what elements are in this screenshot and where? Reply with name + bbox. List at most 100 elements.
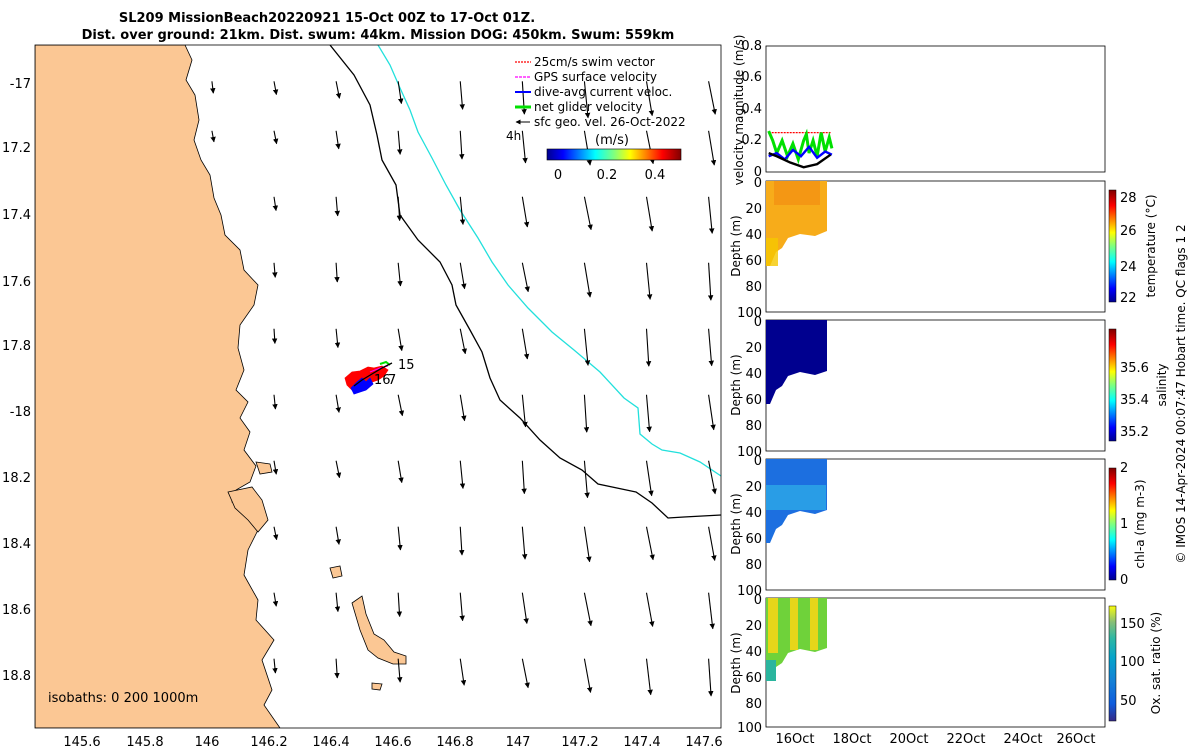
glider-label-15: 15 <box>398 358 415 373</box>
salinity-cbar-tick: 35.2 <box>1120 425 1149 440</box>
velocity-y-tick: 0.4 <box>741 102 762 117</box>
current-arrow <box>210 130 216 143</box>
time-tick: 18Oct <box>832 732 871 747</box>
isobath-caption: isobaths: 0 200 1000m <box>48 691 198 706</box>
current-arrow <box>521 460 527 495</box>
map-y-tick-label: 18.4 <box>2 537 31 552</box>
current-arrow <box>708 394 716 431</box>
temperature-cbar-tick: 24 <box>1120 260 1137 275</box>
current-arrow <box>335 526 341 545</box>
surface-current-arrows <box>210 81 717 697</box>
current-arrow <box>708 130 717 166</box>
current-arrow <box>583 394 590 433</box>
oxygen-low-deep <box>766 660 776 681</box>
depth-tick: 100 <box>737 306 762 321</box>
current-arrow <box>459 592 465 622</box>
chla-depth-label: Depth (m) <box>729 493 743 554</box>
oxygen-cbar-tick: 100 <box>1120 655 1145 670</box>
time-axis: 16Oct 18Oct 20Oct 22Oct 24Oct 26Oct <box>775 732 1095 747</box>
depth-tick: 60 <box>745 254 762 269</box>
current-arrow <box>334 262 340 283</box>
velocity-series-line <box>767 128 834 165</box>
current-arrow <box>645 262 653 300</box>
current-arrow <box>708 526 717 561</box>
depth-tick: 80 <box>745 697 762 712</box>
time-tick: 20Oct <box>889 732 928 747</box>
velocity-y-tick: 0 <box>754 165 762 180</box>
salinity-profile-field <box>766 320 827 404</box>
island-4 <box>329 565 343 579</box>
oxygen-cbar-tick: 150 <box>1120 617 1145 632</box>
current-arrow <box>335 81 342 99</box>
current-arrow <box>521 658 530 689</box>
map-x-tick-label: 147.6 <box>685 735 722 750</box>
velocity-series-line <box>768 151 832 169</box>
current-arrow <box>707 262 714 301</box>
map-y-tick-label: -18 <box>10 405 31 420</box>
current-arrow <box>334 196 341 217</box>
current-arrow <box>397 81 404 105</box>
map-colorbar-tick: 0.2 <box>597 168 618 183</box>
map-y-tick-label: 18.6 <box>2 603 31 618</box>
current-arrow <box>459 328 468 355</box>
map-y-tick-label: 18.2 <box>2 471 31 486</box>
chla-colorbar <box>1108 467 1117 581</box>
depth-tick: 0 <box>754 176 762 191</box>
island-2 <box>351 595 407 665</box>
map-x-tick-label: 147 <box>506 735 531 750</box>
depth-tick: 0 <box>754 454 762 469</box>
glider-track <box>344 360 393 395</box>
current-arrow <box>396 658 403 683</box>
velocity-y-tick: 0.6 <box>741 70 762 85</box>
figure-title-line2: Dist. over ground: 21km. Dist. swum: 44k… <box>82 28 675 43</box>
depth-tick: 80 <box>745 419 762 434</box>
current-arrow <box>521 526 528 560</box>
current-arrow <box>583 526 592 563</box>
current-arrow <box>459 196 466 225</box>
current-arrow <box>583 328 591 366</box>
current-arrow <box>396 130 403 155</box>
temperature-cbar-tick: 26 <box>1120 224 1137 239</box>
current-arrow <box>645 328 652 367</box>
current-arrow <box>459 658 467 686</box>
oxygen-high-band-3 <box>810 598 818 650</box>
island-1 <box>227 486 269 533</box>
coastline-land <box>35 45 281 728</box>
current-arrow <box>396 592 403 618</box>
salinity-cbar-label: salinity <box>1155 363 1169 406</box>
current-arrow <box>335 394 341 413</box>
depth-tick: 0 <box>754 315 762 330</box>
salinity-depth-label: Depth (m) <box>729 354 743 415</box>
dive-avg-current-cluster <box>350 377 374 395</box>
salinity-colorbar <box>1108 328 1117 442</box>
time-tick: 24Oct <box>1003 732 1042 747</box>
legend-timestep-label: 4h <box>506 129 521 143</box>
oxygen-high-band-2 <box>790 598 798 650</box>
map-y-tick-label: 18.8 <box>2 669 31 684</box>
current-arrow <box>583 196 593 231</box>
depth-tick: 20 <box>745 619 762 634</box>
temperature-cool-deep <box>766 238 778 266</box>
oxygen-cbar-tick: 50 <box>1120 694 1137 709</box>
current-arrow <box>583 460 590 499</box>
salinity-cbar-tick: 35.6 <box>1120 361 1149 376</box>
current-arrow <box>397 394 405 417</box>
temperature-panel <box>765 180 1117 313</box>
chla-cbar-label: chl-a (mg m-3) <box>1133 479 1147 568</box>
current-arrow <box>708 592 715 630</box>
map-y-tick-label: 17.4 <box>2 208 31 223</box>
map-colorbar-title: (m/s) <box>595 133 629 148</box>
current-arrow <box>335 130 341 150</box>
current-arrow <box>272 658 278 674</box>
temperature-cbar-tick: 28 <box>1120 191 1137 206</box>
depth-tick: 100 <box>737 584 762 599</box>
current-arrow <box>521 394 528 428</box>
salinity-panel <box>765 319 1117 452</box>
colorbar-labels: 22 24 26 28 temperature (°C) 35.2 35.4 3… <box>1120 191 1169 714</box>
map-colorbar <box>546 148 682 161</box>
current-arrow <box>583 81 591 119</box>
time-tick: 16Oct <box>775 732 814 747</box>
map-colorbar-tick: 0 <box>554 168 562 183</box>
current-arrow <box>521 196 530 228</box>
map-y-tick-label: -17 <box>10 77 31 92</box>
